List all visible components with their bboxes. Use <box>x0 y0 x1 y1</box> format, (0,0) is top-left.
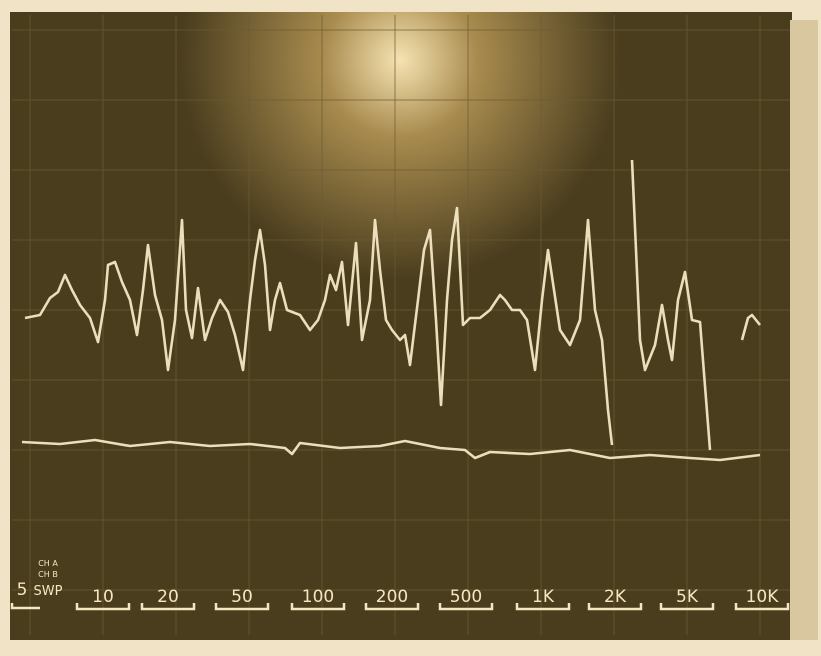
bracket <box>587 603 643 611</box>
frequency-label: 100 <box>302 587 334 607</box>
channel-label: CH A <box>38 559 58 568</box>
frequency-label: 20 <box>157 587 179 607</box>
frequency-label: 2K <box>604 587 627 607</box>
bracket <box>140 603 196 611</box>
left-label: 5 <box>17 580 28 600</box>
bracket <box>438 603 494 611</box>
upper-trace <box>24 159 762 451</box>
frequency-label: 10 <box>92 587 114 607</box>
bracket <box>734 603 790 611</box>
frequency-label: 200 <box>376 587 408 607</box>
frequency-label: 10K <box>746 587 780 607</box>
bracket <box>214 603 270 611</box>
left-label: SWP <box>34 584 63 599</box>
frequency-label: 500 <box>450 587 482 607</box>
bracket <box>659 603 715 611</box>
bezel <box>790 20 818 640</box>
bracket <box>75 603 131 611</box>
frequency-label: 50 <box>231 587 253 607</box>
screen <box>10 12 792 640</box>
bracket <box>515 603 571 611</box>
scale-labels: 5 SWP CH A CH B 10 20 50 100 200 500 1K 2K 5K 10K <box>10 559 790 611</box>
bracket <box>10 603 40 610</box>
lower-trace <box>21 438 761 462</box>
frequency-label: 5K <box>676 587 699 607</box>
frequency-label: 1K <box>532 587 555 607</box>
bracket <box>290 603 346 611</box>
channel-label: CH B <box>38 570 58 579</box>
bracket <box>364 603 420 611</box>
